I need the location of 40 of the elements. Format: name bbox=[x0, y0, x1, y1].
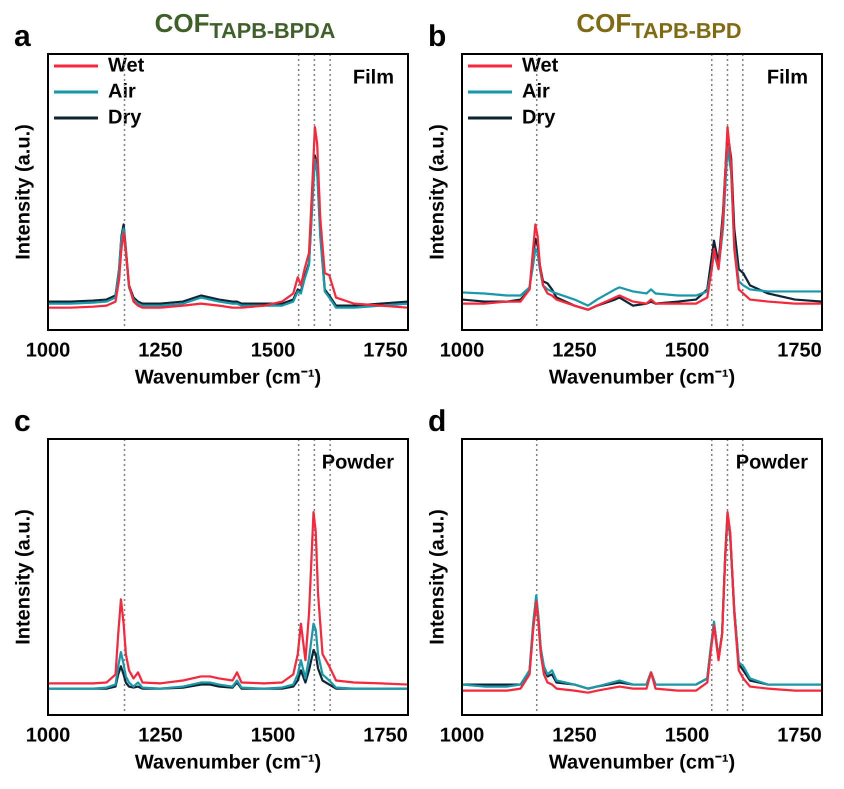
x-tick-label: 1250 bbox=[138, 340, 183, 362]
text: Film bbox=[766, 66, 808, 89]
x-axis-title: Wavenumber (cm⁻¹) bbox=[134, 752, 322, 774]
x-tick-label: 1750 bbox=[363, 724, 408, 747]
x-tick-label: 1750 bbox=[363, 340, 408, 362]
y-axis-title: Intensity (a.u.) bbox=[12, 509, 35, 645]
chart-title: COF$_{TAPB-BPDA}$ bbox=[154, 8, 336, 44]
x-tick-label: 1500 bbox=[664, 340, 710, 362]
x-tick-label: 1500 bbox=[250, 340, 296, 362]
legend-label: Air bbox=[108, 80, 136, 103]
x-tick-label: 1750 bbox=[777, 340, 822, 362]
legend-label: Air bbox=[522, 80, 550, 103]
x-tick-label: 1500 bbox=[664, 724, 710, 747]
text: d bbox=[428, 405, 446, 439]
text: a bbox=[14, 20, 31, 54]
text: b bbox=[428, 20, 446, 54]
x-tick-label: 1000 bbox=[26, 340, 70, 362]
y-axis-title: Intensity (a.u.) bbox=[426, 124, 449, 260]
x-axis-title: Wavenumber (cm⁻¹) bbox=[548, 752, 736, 774]
legend-label: Dry bbox=[522, 106, 556, 129]
y-axis-title: Intensity (a.u.) bbox=[12, 124, 35, 260]
x-tick-label: 1250 bbox=[138, 724, 183, 747]
x-axis-title: Wavenumber (cm⁻¹) bbox=[548, 366, 736, 389]
x-tick-label: 1000 bbox=[26, 724, 70, 747]
x-tick-label: 1250 bbox=[552, 340, 597, 362]
text: c bbox=[14, 405, 31, 439]
x-tick-label: 1000 bbox=[440, 340, 484, 362]
chart-title: COF$_{TAPB-BPD}$ bbox=[575, 8, 743, 44]
text: Film bbox=[352, 66, 394, 89]
text: Powder bbox=[322, 452, 394, 474]
x-tick-label: 1250 bbox=[552, 724, 597, 747]
legend-label: Wet bbox=[108, 54, 145, 77]
y-axis-title: Intensity (a.u.) bbox=[426, 509, 449, 645]
text: Powder bbox=[736, 452, 808, 474]
legend-label: Wet bbox=[522, 54, 559, 77]
x-tick-label: 1500 bbox=[250, 724, 296, 747]
legend-label: Dry bbox=[108, 106, 142, 129]
x-axis-title: Wavenumber (cm⁻¹) bbox=[134, 366, 322, 389]
x-tick-label: 1750 bbox=[777, 724, 822, 747]
x-tick-label: 1000 bbox=[440, 724, 484, 747]
